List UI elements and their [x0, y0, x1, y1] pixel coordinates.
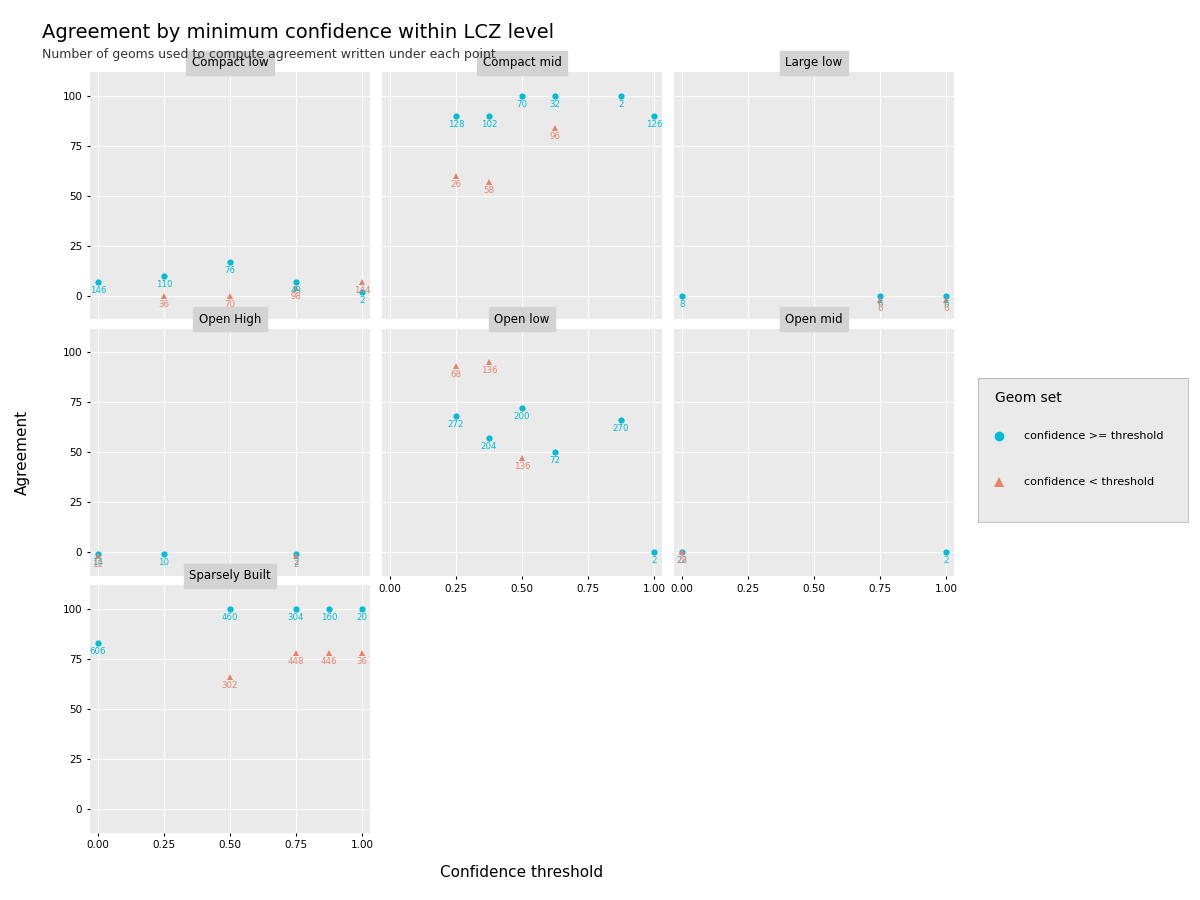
Text: 36: 36 [356, 657, 367, 666]
Text: 2: 2 [943, 556, 949, 565]
Title: Large low: Large low [786, 57, 842, 69]
Text: 160: 160 [320, 613, 337, 622]
Text: 76: 76 [224, 266, 235, 274]
Text: 2: 2 [618, 100, 624, 109]
Text: 36: 36 [158, 300, 169, 309]
Text: Agreement by minimum confidence within LCZ level: Agreement by minimum confidence within L… [42, 22, 554, 41]
Text: 2: 2 [359, 295, 365, 304]
Text: 136: 136 [481, 366, 497, 375]
Text: confidence >= threshold: confidence >= threshold [1024, 430, 1164, 441]
Text: Geom set: Geom set [995, 391, 1062, 405]
Text: 144: 144 [354, 285, 371, 294]
Text: 6: 6 [877, 303, 883, 312]
Text: 204: 204 [481, 442, 497, 451]
Title: Compact low: Compact low [192, 57, 269, 69]
Text: 448: 448 [288, 657, 305, 666]
Text: 14: 14 [92, 558, 103, 567]
Text: 98: 98 [290, 292, 301, 301]
Text: Confidence threshold: Confidence threshold [440, 865, 604, 880]
Title: Sparsely Built: Sparsely Built [190, 570, 271, 582]
Text: 12: 12 [92, 560, 103, 569]
Text: 10: 10 [158, 558, 169, 567]
Text: 272: 272 [448, 420, 464, 429]
Text: 302: 302 [222, 680, 239, 689]
Text: 110: 110 [156, 280, 173, 289]
Text: 8: 8 [679, 300, 685, 309]
Text: 58: 58 [484, 185, 494, 194]
Text: 68: 68 [450, 371, 462, 380]
Text: 96: 96 [550, 132, 560, 141]
Text: 446: 446 [320, 657, 337, 666]
Text: 70: 70 [516, 100, 528, 109]
Text: 2: 2 [293, 560, 299, 569]
Title: Open mid: Open mid [785, 313, 842, 326]
Text: Agreement: Agreement [14, 410, 30, 495]
Text: 270: 270 [613, 424, 629, 433]
Text: 136: 136 [514, 463, 530, 472]
Text: 6: 6 [943, 303, 949, 312]
Text: 22: 22 [677, 556, 688, 565]
Text: 128: 128 [448, 120, 464, 129]
Text: 304: 304 [288, 613, 305, 622]
Text: 26: 26 [450, 180, 462, 189]
Text: 102: 102 [481, 120, 497, 129]
Text: 2: 2 [293, 558, 299, 567]
Text: 460: 460 [222, 613, 239, 622]
Text: 146: 146 [90, 285, 106, 294]
Text: 6: 6 [877, 300, 883, 309]
Text: 20: 20 [356, 613, 367, 622]
Text: 2: 2 [652, 556, 656, 565]
Title: Open High: Open High [199, 313, 262, 326]
Title: Open low: Open low [494, 313, 550, 326]
Text: 70: 70 [224, 300, 235, 309]
Text: 606: 606 [90, 647, 106, 656]
Text: 126: 126 [646, 120, 662, 129]
Text: 6: 6 [943, 300, 949, 309]
Text: 200: 200 [514, 412, 530, 421]
Text: 72: 72 [550, 456, 560, 465]
Text: Number of geoms used to compute agreement written under each point: Number of geoms used to compute agreemen… [42, 48, 496, 60]
Title: Compact mid: Compact mid [482, 57, 562, 69]
Text: confidence < threshold: confidence < threshold [1024, 477, 1154, 487]
Text: 28: 28 [677, 556, 688, 565]
Text: 49: 49 [290, 285, 301, 294]
Text: 32: 32 [550, 100, 560, 109]
